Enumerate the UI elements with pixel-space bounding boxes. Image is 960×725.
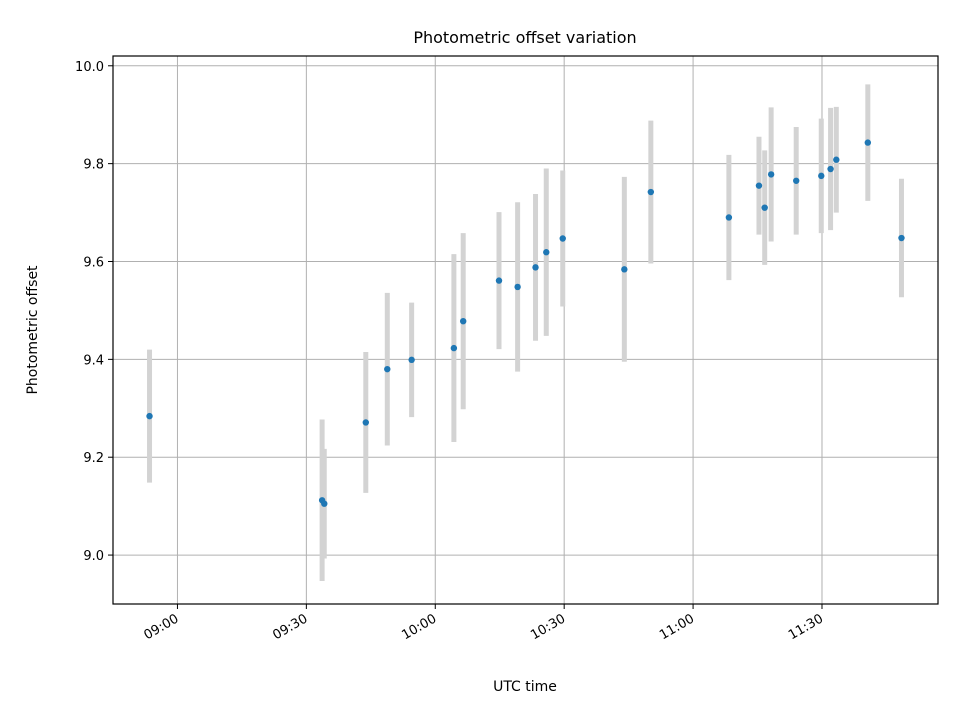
data-point xyxy=(362,419,369,426)
data-point xyxy=(321,500,328,507)
y-tick-label: 9.4 xyxy=(83,353,104,368)
data-point xyxy=(621,266,628,273)
data-point xyxy=(767,171,775,178)
data-point xyxy=(495,277,503,284)
data-point xyxy=(898,234,905,242)
y-tick-label: 9.6 xyxy=(83,256,104,271)
y-tick-label: 10.0 xyxy=(75,60,104,75)
y-tick-label: 9.2 xyxy=(83,451,104,466)
data-point xyxy=(384,365,391,373)
chart-title: Photometric offset variation xyxy=(413,28,636,47)
x-axis-label: UTC time xyxy=(493,679,557,695)
data-point xyxy=(408,356,415,364)
data-point xyxy=(647,188,655,196)
data-point xyxy=(755,182,763,189)
data-point xyxy=(514,283,521,291)
plot-frame xyxy=(112,55,939,605)
y-tick-label: 9.0 xyxy=(83,549,104,564)
data-point xyxy=(761,204,768,211)
data-point xyxy=(725,214,733,221)
data-point xyxy=(532,264,539,271)
data-point xyxy=(864,139,872,146)
data-point xyxy=(450,344,458,352)
data-point xyxy=(833,156,840,163)
y-axis-label: Photometric offset xyxy=(25,265,41,395)
y-tick-label: 9.8 xyxy=(83,158,104,173)
data-point xyxy=(793,177,800,184)
data-point xyxy=(146,412,153,420)
grid xyxy=(113,56,938,604)
data-points xyxy=(146,139,905,507)
data-point xyxy=(459,317,467,325)
data-point xyxy=(827,165,834,173)
data-point xyxy=(818,172,825,180)
data-point xyxy=(543,249,550,256)
data-point xyxy=(559,235,566,242)
